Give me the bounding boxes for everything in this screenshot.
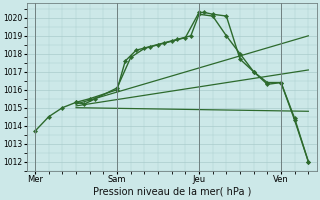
X-axis label: Pression niveau de la mer( hPa ): Pression niveau de la mer( hPa ) [92,187,251,197]
